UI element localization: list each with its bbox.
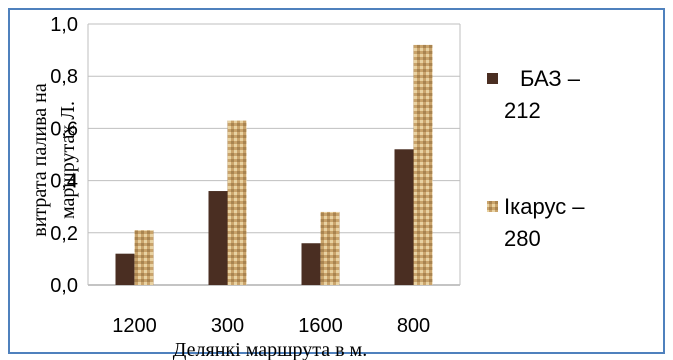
x-tick-label: 800 bbox=[397, 315, 430, 337]
legend-swatch bbox=[487, 73, 498, 84]
legend-label-line: 280 bbox=[504, 226, 541, 251]
legend-swatch bbox=[487, 201, 498, 212]
bar-ikarus-1600 bbox=[320, 211, 340, 285]
legend-label-line: 212 bbox=[504, 98, 541, 123]
legend-label-line: БАЗ – bbox=[520, 66, 581, 91]
bar-baz-1600 bbox=[301, 243, 321, 285]
x-tick-label: 1200 bbox=[112, 315, 157, 337]
y-tick-label: 0,2 bbox=[50, 223, 78, 245]
bar-ikarus-800 bbox=[413, 44, 433, 285]
y-tick-label: 0,8 bbox=[50, 66, 78, 88]
bar-ikarus-1200 bbox=[134, 230, 154, 285]
x-axis-label: Делянкі маршрута в м. bbox=[173, 339, 367, 360]
bar-baz-800 bbox=[394, 149, 414, 285]
x-tick-label: 300 bbox=[211, 315, 244, 337]
y-tick-label: 0,0 bbox=[50, 275, 78, 297]
bar-baz-1200 bbox=[115, 253, 135, 285]
y-tick-label: 1,0 bbox=[50, 14, 78, 36]
y-axis-label-line-1: витрата палива на bbox=[29, 83, 51, 237]
y-tick-label: 0,6 bbox=[50, 118, 78, 140]
legend-label-line: Ікарус – bbox=[504, 194, 585, 219]
bar-ikarus-300 bbox=[227, 120, 247, 285]
y-tick-label: 0,4 bbox=[50, 171, 78, 193]
y-axis-label-line-2: маршрутах Л. bbox=[57, 101, 79, 219]
x-tick-label: 1600 bbox=[298, 315, 343, 337]
bar-baz-300 bbox=[208, 191, 228, 285]
